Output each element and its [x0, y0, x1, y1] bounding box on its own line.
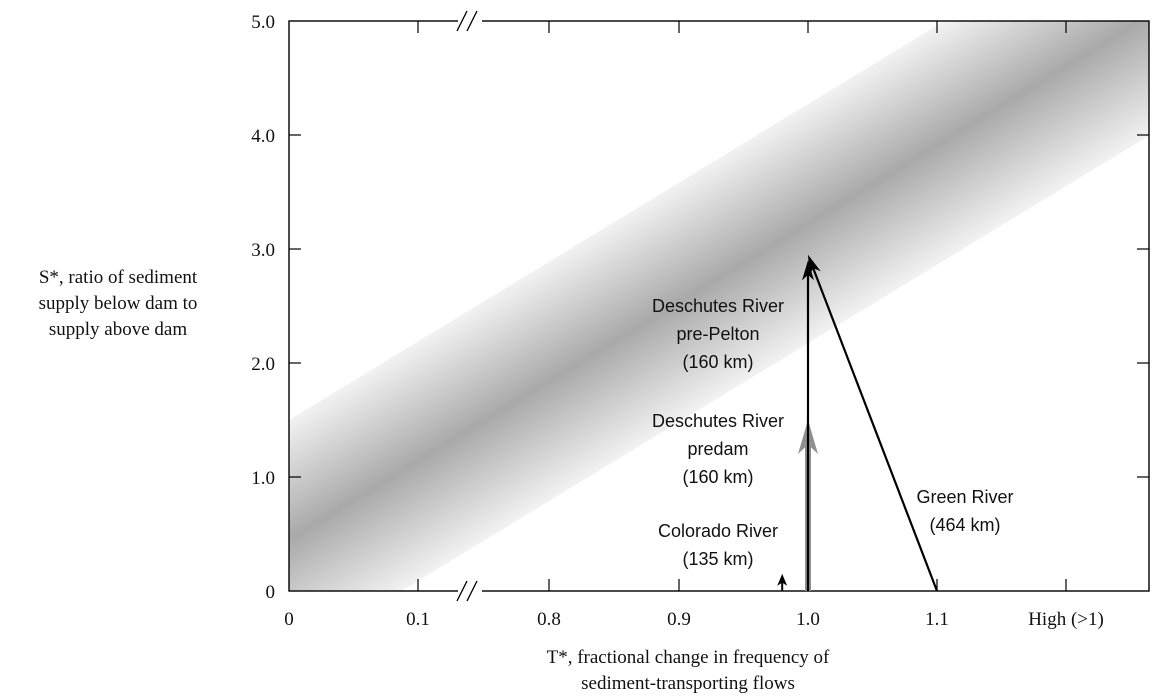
label-colorado-river: (135 km)	[682, 549, 753, 569]
label-deschutes-predam: predam	[687, 439, 748, 459]
label-deschutes-pre-pelton: Deschutes River	[652, 296, 784, 316]
arrow-green-river-shaft	[811, 265, 939, 592]
y-axis-title: supply above dam	[49, 319, 187, 340]
arrow-deschutes-pre-pelton-head	[802, 260, 814, 281]
label-deschutes-pre-pelton: (160 km)	[682, 352, 753, 372]
x-tick-label: 0.9	[667, 609, 691, 630]
axis-break-slash	[466, 580, 478, 602]
label-deschutes-pre-pelton: pre-Pelton	[676, 324, 759, 344]
y-tick-label: 0	[266, 582, 276, 603]
axis-break-slash	[456, 10, 468, 32]
y-tick-label: 4.0	[251, 126, 275, 147]
y-tick-label: 1.0	[251, 468, 275, 489]
x-tick-label: 0.8	[537, 609, 561, 630]
y-tick-label: 5.0	[251, 12, 275, 33]
label-colorado-river: Colorado River	[658, 521, 778, 541]
label-green-river: (464 km)	[929, 515, 1000, 535]
x-tick-label: High (>1)	[1028, 609, 1104, 630]
axis-break-slash	[466, 10, 478, 32]
y-axis-title: S*, ratio of sediment	[39, 267, 198, 288]
shaded-band	[289, 21, 1149, 591]
axis-break-slash	[456, 580, 468, 602]
band-fill	[289, 21, 1149, 591]
label-deschutes-predam: Deschutes River	[652, 411, 784, 431]
label-green-river: Green River	[916, 487, 1013, 507]
x-tick-label: 0.1	[406, 609, 430, 630]
axis-break-gap-top	[458, 18, 482, 24]
x-axis-title: sediment-transporting flows	[581, 673, 795, 694]
arrow-green-river-head	[808, 254, 821, 276]
plot-frame	[288, 20, 1150, 592]
arrow-colorado-river-head	[777, 573, 788, 586]
y-tick-label: 2.0	[251, 354, 275, 375]
y-tick-label: 3.0	[251, 240, 275, 261]
axis-break-gap-bottom	[458, 588, 482, 594]
x-tick-label: 1.0	[796, 609, 820, 630]
x-tick-label: 1.1	[925, 609, 949, 630]
x-axis-title: T*, fractional change in frequency of	[547, 647, 830, 668]
x-tick-label: 0	[284, 609, 294, 630]
y-axis-title: supply below dam to	[39, 293, 198, 314]
label-deschutes-predam: (160 km)	[682, 467, 753, 487]
